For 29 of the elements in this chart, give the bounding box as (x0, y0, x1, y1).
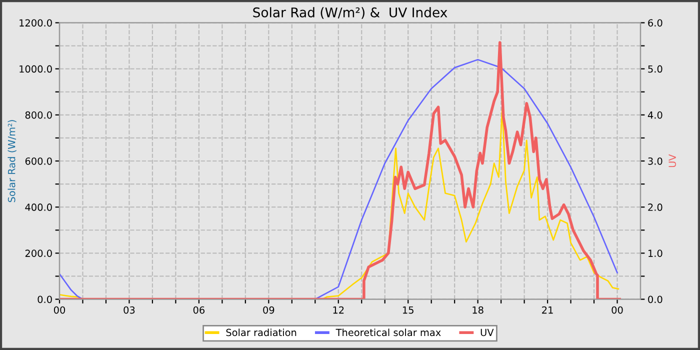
chart-title: Solar Rad (W/m²) & UV Index (253, 7, 448, 19)
y-tick-label: 1000.0 (20, 65, 52, 73)
x-tick-label: 21 (542, 306, 553, 314)
x-tick-label: 09 (263, 306, 274, 314)
y2-axis-title: UV (668, 154, 676, 168)
x-tick-label: 12 (333, 306, 344, 314)
x-tick-label: 00 (612, 306, 623, 314)
y2-tick-label: 4.0 (648, 111, 662, 119)
y-tick-label: 1200.0 (20, 19, 52, 27)
y-tick-label: 400.0 (25, 204, 52, 211)
y2-tick-label: 5.0 (648, 65, 662, 73)
legend-label: Theoretical solar max (336, 328, 441, 336)
y-tick-label: 0.0 (38, 296, 52, 304)
y-axis-title: Solar Rad (W/m²) (8, 120, 16, 202)
y-tick-label: 800.0 (25, 111, 52, 119)
y-tick-label: 200.0 (25, 250, 52, 257)
y-tick-label: 600.0 (25, 157, 52, 165)
y2-tick-label: 2.0 (648, 204, 662, 211)
x-tick-label: 15 (402, 306, 414, 314)
x-tick-label: 18 (472, 306, 484, 314)
x-tick-label: 00 (54, 306, 66, 314)
legend-label: Solar radiation (226, 328, 296, 336)
y2-tick-label: 1.0 (648, 250, 662, 257)
y2-tick-label: 6.0 (648, 19, 662, 27)
legend-label: UV (480, 328, 494, 336)
y2-tick-label: 0.0 (648, 296, 662, 304)
x-tick-label: 03 (124, 306, 135, 314)
y2-tick-label: 3.0 (648, 157, 662, 165)
x-tick-label: 06 (193, 306, 205, 314)
